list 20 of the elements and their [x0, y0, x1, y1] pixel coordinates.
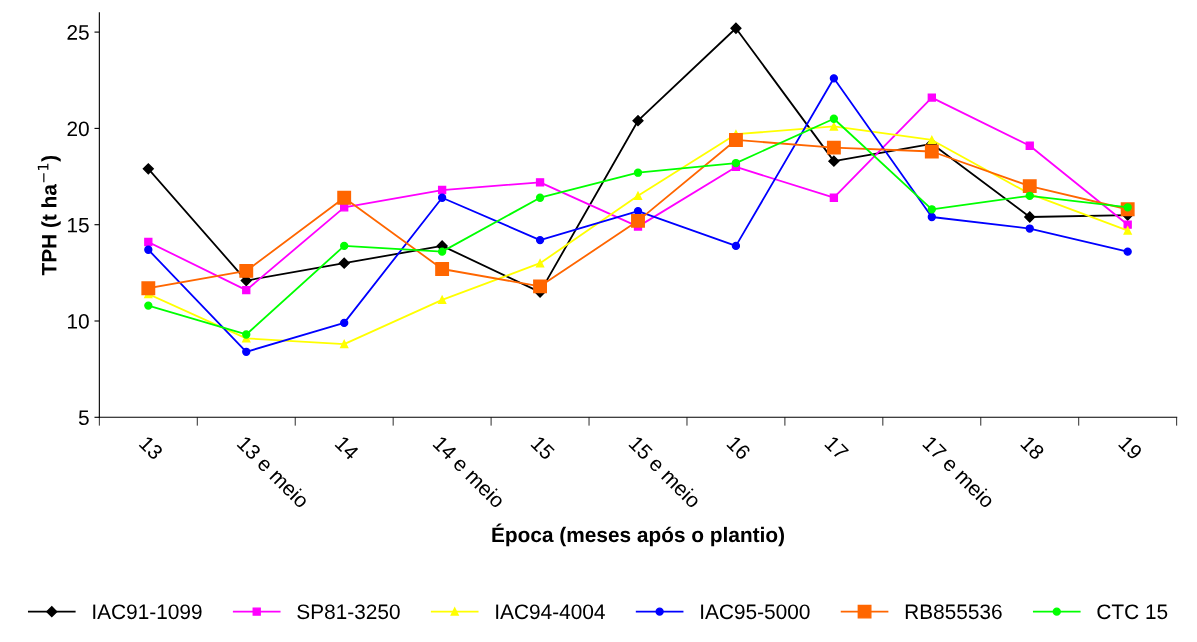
y-tick-label: 20 — [67, 121, 89, 137]
x-tick-label: 18 — [1020, 435, 1046, 461]
x-axis-title: Época (meses após o plantio) — [492, 523, 784, 547]
y-tick-label: 5 — [78, 410, 89, 426]
legend-label: IAC94-4004 — [496, 604, 605, 620]
legend-label: CTC 15 — [1097, 604, 1168, 620]
y-axis-title: TPH (t ha$^{−1}$) — [37, 155, 61, 276]
x-tick-label: 17 — [824, 435, 849, 461]
x-tick-label: 15 — [530, 435, 556, 461]
legend-label: IAC95-5000 — [701, 604, 810, 620]
x-tick-label: 19 — [1117, 435, 1143, 461]
y-tick-label: 10 — [68, 314, 89, 329]
y-tick-label: 25 — [67, 25, 89, 40]
legend-label: SP81-3250 — [297, 604, 400, 620]
x-tick-label: 16 — [726, 435, 752, 461]
legend-label: RB855536 — [905, 604, 1002, 620]
x-tick-label: 14 — [334, 435, 360, 461]
x-tick-label: 13 — [138, 435, 164, 461]
y-tick-label: 15 — [68, 217, 89, 233]
legend-label: IAC91-1099 — [93, 604, 202, 620]
